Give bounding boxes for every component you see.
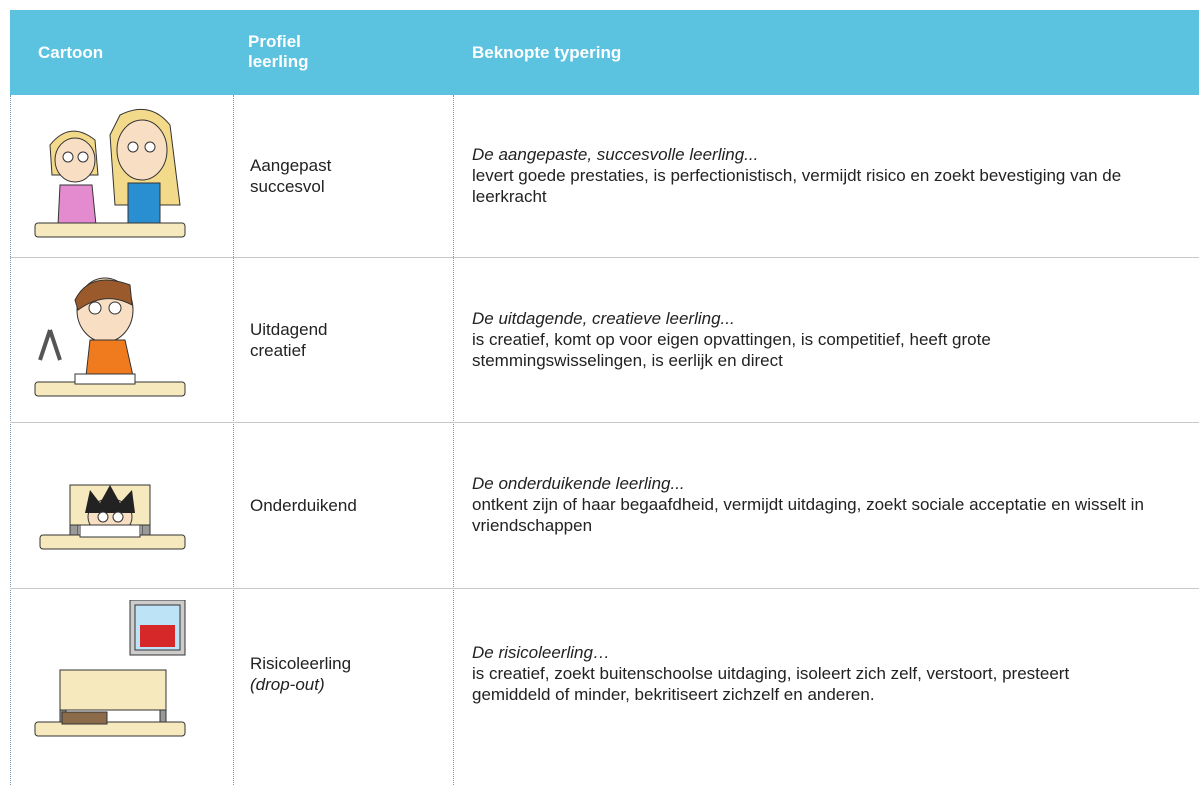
description-cell: De onderduikende leerling... ontkent zijn…: [472, 473, 1152, 536]
cartoon-image: [34, 600, 186, 737]
profile-text: succesvol: [250, 177, 325, 196]
header-cell: Cartoon: [38, 43, 104, 62]
row-border: [10, 588, 1199, 589]
description-body: is creatief, komt op voor eigen opvattin…: [472, 329, 991, 370]
description-lead: De uitdagende, creatieve leerling...: [472, 308, 735, 328]
profile-text: Risicoleerling: [250, 654, 352, 673]
column-border: [233, 95, 234, 785]
description-cell: De uitdagende, creatieve leerling... is c…: [472, 308, 1152, 371]
profile-text: Aangepast: [250, 156, 332, 175]
profile-text: Uitdagend: [250, 319, 328, 339]
description-body: is creatief, zoekt buitenschoolse uitdag…: [472, 664, 1070, 704]
header-cell: Beknopte typering: [472, 43, 622, 62]
cartoon-image: [34, 108, 186, 238]
description-lead: De onderduikende leerling...: [472, 474, 685, 493]
row-border: [10, 422, 1199, 423]
description-cell: De aangepaste, succesvolle leerling... le…: [472, 144, 1152, 207]
cartoon-image: [34, 277, 186, 397]
description-cell: De risicoleerling… is creatief, zoekt bui…: [472, 642, 1152, 705]
description-lead: De risicoleerling…: [472, 643, 610, 662]
profile-text: creatief: [250, 340, 306, 360]
description-lead: De aangepaste, succesvolle leerling...: [472, 145, 759, 164]
header-cell: Profiel leerling: [248, 32, 309, 71]
profile-cell: Risicoleerling (drop-out): [250, 653, 440, 695]
profile-cell: Aangepast succesvol: [250, 155, 440, 197]
column-border: [10, 95, 11, 785]
profile-cell: Uitdagend creatief: [250, 319, 440, 361]
cartoon-image: [39, 484, 186, 550]
row-border: [10, 257, 1199, 258]
description-body: levert goede prestaties, is perfectionis…: [472, 166, 1122, 206]
profile-note: (drop-out): [250, 675, 325, 694]
header-row: [10, 10, 1199, 95]
profile-cell: Onderduikend: [250, 495, 440, 516]
profile-text: Onderduikend: [250, 495, 357, 515]
description-body: ontkent zijn of haar begaafdheid, vermij…: [472, 495, 1144, 535]
column-border: [453, 95, 454, 785]
